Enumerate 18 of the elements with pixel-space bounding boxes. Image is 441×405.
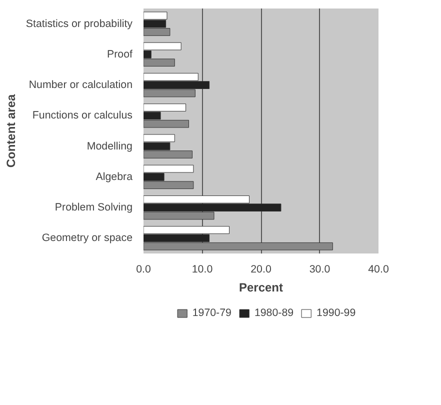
y-tick-label: Geometry or space [42,232,133,244]
y-tick-label: Statistics or probability [26,18,134,30]
legend-label: 1990-99 [316,307,356,319]
x-tick-label: 30.0 [309,264,330,276]
y-tick-label: Number or calculation [28,79,133,92]
legend-label: 1980-89 [254,307,294,319]
legend-label: 1970-79 [192,307,232,319]
x-tick-label: 10.0 [192,264,213,276]
y-tick-label: Functions or calculus [32,110,133,122]
y-tick-label: Algebra [96,170,133,183]
y-tick-label: Modelling [86,140,133,152]
x-tick-label: 40.0 [368,264,389,276]
x-axis-title: Percent [238,280,284,294]
y-axis-title: Content area [4,94,18,168]
y-tick-label: Problem Solving [54,202,133,214]
y-tick-label: Proof [107,48,133,60]
x-tick-label: 0.0 [136,264,151,276]
x-tick-label: 20.0 [250,264,272,276]
